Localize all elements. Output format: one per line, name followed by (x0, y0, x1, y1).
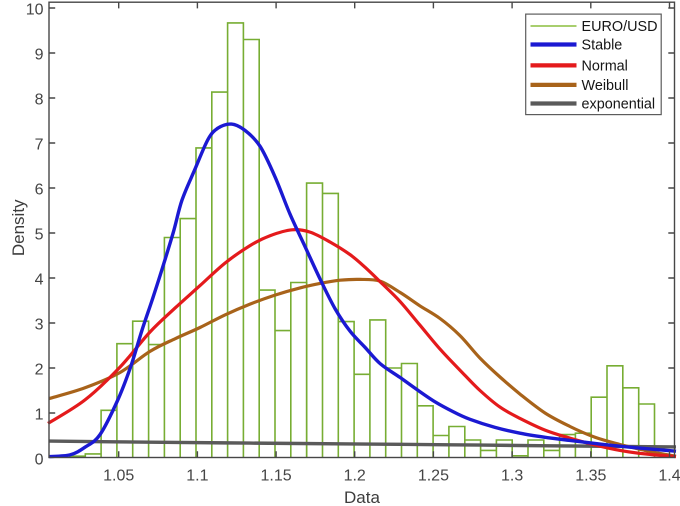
svg-text:1.1: 1.1 (186, 468, 208, 485)
svg-text:Density: Density (9, 199, 28, 256)
svg-text:1.2: 1.2 (344, 468, 366, 485)
svg-text:Data: Data (344, 488, 380, 506)
svg-text:7: 7 (35, 136, 44, 153)
svg-text:1.3: 1.3 (501, 468, 523, 485)
svg-text:Normal: Normal (582, 58, 628, 74)
svg-text:3: 3 (35, 316, 44, 333)
svg-text:1.05: 1.05 (103, 468, 134, 485)
svg-text:1.25: 1.25 (418, 468, 449, 485)
svg-text:0: 0 (35, 451, 44, 468)
svg-text:5: 5 (35, 226, 44, 243)
svg-text:1.15: 1.15 (261, 468, 292, 485)
svg-text:6: 6 (35, 181, 44, 198)
svg-text:Weibull: Weibull (582, 78, 629, 94)
svg-text:1: 1 (35, 406, 44, 423)
svg-text:Stable: Stable (582, 38, 623, 54)
svg-text:exponential: exponential (582, 97, 656, 113)
svg-text:1.4: 1.4 (658, 468, 680, 485)
svg-text:2: 2 (35, 361, 44, 378)
svg-text:4: 4 (35, 271, 44, 288)
svg-text:9: 9 (35, 46, 44, 63)
svg-text:8: 8 (35, 91, 44, 108)
svg-text:EURO/USD: EURO/USD (582, 19, 658, 35)
svg-text:10: 10 (26, 1, 44, 18)
svg-text:1.35: 1.35 (575, 468, 606, 485)
